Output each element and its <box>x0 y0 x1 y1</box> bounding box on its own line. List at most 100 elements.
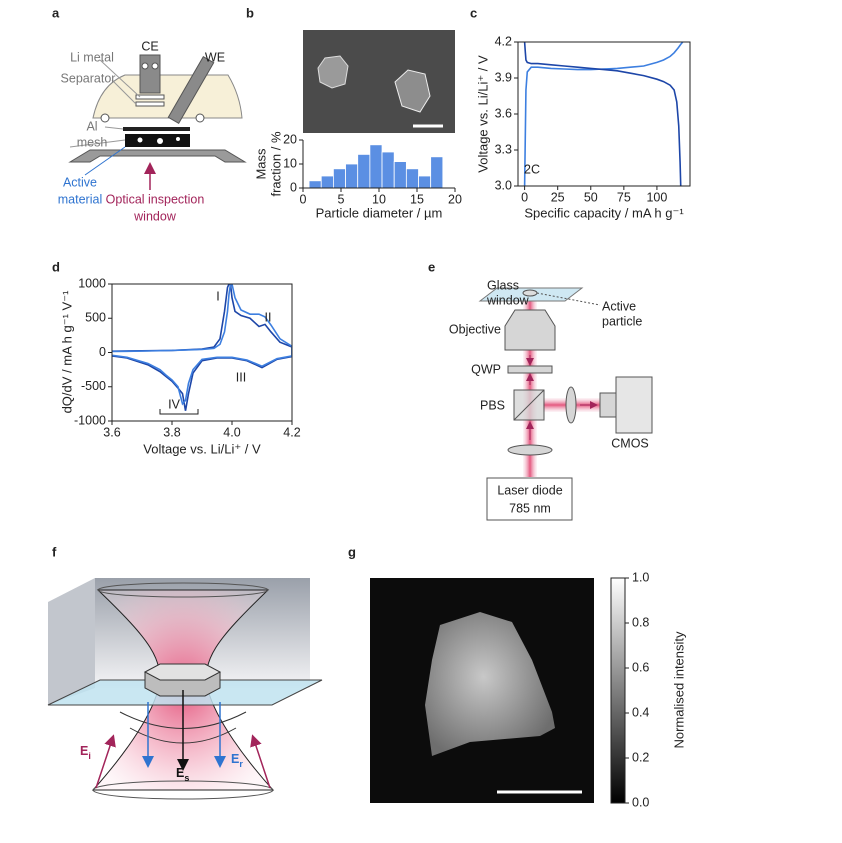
label: CE <box>141 39 158 53</box>
x-tick-label: 25 <box>551 190 565 204</box>
leader <box>99 59 141 98</box>
axes-frame <box>111 283 293 422</box>
bracket <box>159 409 199 415</box>
bar <box>381 151 395 189</box>
x-tick-label: 10 <box>372 192 386 206</box>
bar <box>332 168 346 189</box>
particle <box>176 137 180 141</box>
line <box>523 42 682 186</box>
subscript: i <box>88 751 91 761</box>
bolt <box>100 113 110 123</box>
particle <box>137 137 143 143</box>
x-tick-label: 4.2 <box>283 425 300 439</box>
y-tick-label: 20 <box>283 132 297 146</box>
screw <box>141 62 149 70</box>
line <box>523 42 684 186</box>
y-tick-label: -1000 <box>74 413 106 427</box>
leader <box>84 146 126 176</box>
field-label: Er <box>231 752 243 769</box>
panel-letter: e <box>428 259 435 274</box>
y-axis-label: Voltage vs. Li/Li⁺ / V <box>475 55 490 173</box>
x-tick-label: 3.8 <box>163 425 180 439</box>
x-tick-label: 100 <box>646 190 667 204</box>
particle-top <box>143 663 222 681</box>
annotation: IV <box>168 397 180 411</box>
bolt <box>195 113 205 123</box>
y-tick-label: 0.4 <box>632 705 649 719</box>
x-axis-label: Particle diameter / µm <box>316 205 443 220</box>
panel-letter: d <box>52 259 60 274</box>
we-rod <box>167 56 215 124</box>
annotation: II <box>265 310 272 324</box>
symbol: E <box>176 766 184 780</box>
y-tick-label: 0.8 <box>632 615 649 629</box>
label: Optical inspection <box>106 192 205 206</box>
line <box>112 284 292 411</box>
bar <box>393 161 407 189</box>
y-tick-label: 10 <box>283 156 297 170</box>
panel-letter: b <box>246 5 254 20</box>
li-metal-layer <box>135 94 165 100</box>
objective <box>504 309 556 351</box>
particle <box>157 138 163 144</box>
x-tick-label: 50 <box>584 190 598 204</box>
ce-post <box>139 54 161 94</box>
label: Objective <box>449 322 501 336</box>
axes-frame <box>610 577 626 804</box>
camera-mount <box>599 392 617 418</box>
lens <box>565 386 577 424</box>
label: Al <box>86 119 97 133</box>
leader <box>69 139 126 148</box>
panel-letter: c <box>470 5 477 20</box>
y-tick-label: 3.3 <box>495 142 512 156</box>
y-axis-label: Normalised intensity <box>671 631 686 749</box>
bar <box>369 144 383 189</box>
subscript: r <box>239 759 243 769</box>
y-tick-label: 0.2 <box>632 750 649 764</box>
x-axis-label: Voltage vs. Li/Li⁺ / V <box>143 441 261 456</box>
y-tick-label: 3.9 <box>495 70 512 84</box>
label: particle <box>602 314 642 328</box>
label: WE <box>205 50 225 64</box>
y-tick-label: 0 <box>290 180 297 194</box>
y-tick-label: 0.6 <box>632 660 649 674</box>
label: window <box>133 209 177 223</box>
y-tick-label: 4.2 <box>495 34 512 48</box>
label: mesh <box>77 135 108 149</box>
panel-letter: a <box>52 5 60 20</box>
y-tick-label: 500 <box>85 311 106 325</box>
al-mesh <box>123 127 190 131</box>
leader <box>104 126 124 130</box>
y-tick-label: 3.6 <box>495 106 512 120</box>
y-axis-label: dQ/dV / mA h g⁻¹ V⁻¹ <box>59 290 74 413</box>
beam-edge <box>92 780 274 800</box>
y-tick-label: -500 <box>81 379 106 393</box>
panel-letter: g <box>348 544 356 559</box>
bar <box>308 180 322 189</box>
symbol: E <box>80 744 88 758</box>
label: Li metal <box>70 50 114 64</box>
field-label: Ei <box>80 744 91 761</box>
y-tick-label: 0.0 <box>632 795 649 809</box>
label: CMOS <box>611 436 649 450</box>
bar <box>345 163 359 189</box>
x-tick-label: 4.0 <box>223 425 240 439</box>
bar <box>320 175 334 189</box>
screw <box>151 62 159 70</box>
label: Laser diode <box>497 483 562 497</box>
arrow <box>250 734 271 789</box>
bar <box>430 156 444 189</box>
label: Glass <box>487 278 519 292</box>
cmos <box>615 376 653 434</box>
y-tick-label: 0 <box>99 345 106 359</box>
y-axis-label: Mass <box>253 148 268 180</box>
annotation: 2C <box>524 162 540 176</box>
x-tick-label: 15 <box>410 192 424 206</box>
cell-body <box>92 74 243 119</box>
annotation: I <box>216 289 219 303</box>
particle-image <box>425 612 555 756</box>
window-holder <box>68 149 247 163</box>
leader <box>111 79 137 105</box>
x-tick-label: 20 <box>448 192 462 206</box>
